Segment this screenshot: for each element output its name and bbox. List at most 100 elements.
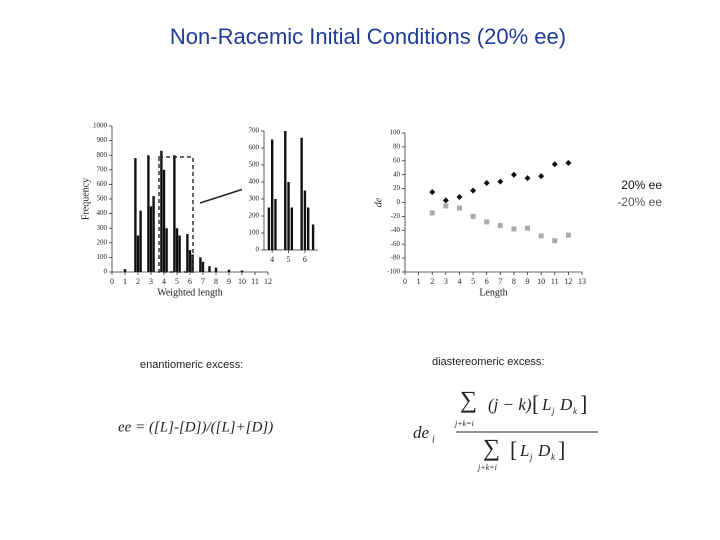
x-tick-label: 2 [136, 277, 140, 286]
y-tick-label: 700 [97, 165, 108, 173]
y-tick-label: 600 [249, 144, 260, 152]
bar [165, 228, 168, 272]
bar [306, 207, 310, 250]
bracket: [ [510, 437, 517, 462]
y-tick-label: 500 [97, 195, 108, 203]
point [525, 225, 531, 231]
x-tick-label: 10 [537, 277, 545, 286]
x-tick-label: 0 [403, 277, 407, 286]
sum-index: j+k=i [454, 419, 474, 428]
legend-entry: -20% ee [617, 195, 662, 209]
D-sub: k [551, 452, 556, 462]
y-tick-label: 500 [249, 161, 260, 169]
point [429, 189, 436, 196]
point [538, 173, 545, 180]
point [538, 233, 544, 239]
y-tick-label: 600 [97, 180, 108, 188]
L: L [519, 441, 529, 460]
bar [303, 190, 307, 250]
zoom-box [158, 156, 194, 273]
bar [300, 137, 303, 250]
bracket: [ [532, 391, 539, 416]
x-tick-label: 4 [457, 277, 461, 286]
bar [173, 155, 176, 272]
D-sub: k [573, 406, 578, 416]
y-tick-label: -100 [387, 268, 400, 276]
slide-title: Non-Racemic Initial Conditions (20% ee) [170, 24, 566, 49]
x-tick-label: 3 [444, 277, 448, 286]
x-tick-label: 5 [471, 277, 475, 286]
point [429, 210, 435, 216]
y-tick-label: 800 [97, 151, 108, 159]
bracket: ] [558, 437, 565, 462]
de-label: diastereomeric excess: [432, 356, 545, 368]
x-tick-label: 4 [162, 277, 166, 286]
point [511, 226, 517, 232]
bar [162, 169, 166, 272]
factor: (j − k) [488, 395, 532, 414]
y-tick-label: -40 [391, 226, 401, 234]
y-tick-label: 80 [393, 143, 401, 151]
L-sub: j [529, 452, 533, 462]
de-sub: i [432, 434, 435, 445]
bar [267, 207, 271, 250]
bar [134, 158, 137, 272]
y-tick-label: 300 [249, 195, 260, 203]
y-tick-label: 0 [256, 246, 260, 254]
bar [136, 235, 140, 272]
de-lhs: de [413, 423, 430, 442]
x-axis-label: Weighted length [157, 287, 223, 298]
x-tick-label: 3 [149, 277, 153, 286]
sum-index: j+k=i [477, 463, 497, 472]
legend-entry: 20% ee [621, 178, 662, 192]
point [470, 213, 476, 219]
point [524, 175, 531, 182]
y-tick-label: -60 [391, 240, 401, 248]
point [484, 219, 490, 225]
bar [208, 266, 211, 272]
point [497, 222, 503, 228]
bar [123, 269, 127, 272]
x-tick-label: 7 [201, 277, 205, 286]
bar [290, 207, 294, 250]
y-axis-label: Frequency [80, 178, 91, 220]
point [497, 178, 504, 185]
y-tick-label: 400 [249, 178, 260, 186]
bar [178, 235, 181, 272]
point [443, 203, 449, 209]
de-formula: de i ∑ j+k=i (j − k) [ L j D k ] ∑ j+k=i… [413, 388, 598, 472]
bar [287, 182, 290, 250]
bar [152, 196, 155, 272]
y-tick-label: 200 [97, 238, 108, 246]
bar [175, 228, 179, 272]
bar [199, 257, 202, 272]
x-tick-label: 11 [551, 277, 559, 286]
x-tick-label: 6 [303, 255, 307, 264]
bar [311, 224, 315, 250]
point [552, 238, 558, 244]
y-tick-label: 400 [97, 209, 108, 217]
y-tick-label: 100 [390, 129, 401, 137]
D: D [559, 395, 573, 414]
x-tick-label: 9 [526, 277, 530, 286]
y-tick-label: 300 [97, 224, 108, 232]
bar [147, 155, 150, 272]
bar [240, 270, 244, 272]
x-tick-label: 2 [430, 277, 434, 286]
y-tick-label: -80 [391, 254, 401, 262]
point [456, 205, 462, 211]
x-tick-label: 5 [175, 277, 179, 286]
y-tick-label: 200 [249, 212, 260, 220]
y-tick-label: 20 [393, 184, 401, 192]
sum: ∑ [460, 388, 477, 414]
bar [139, 210, 142, 272]
y-tick-label: 40 [393, 170, 401, 178]
x-tick-label: 11 [251, 277, 259, 286]
x-tick-label: 12 [264, 277, 272, 286]
ee-label: enantiomeric excess: [140, 359, 243, 371]
bar [188, 250, 192, 272]
point [456, 193, 463, 200]
y-tick-label: -20 [391, 212, 401, 220]
bar [274, 199, 277, 250]
